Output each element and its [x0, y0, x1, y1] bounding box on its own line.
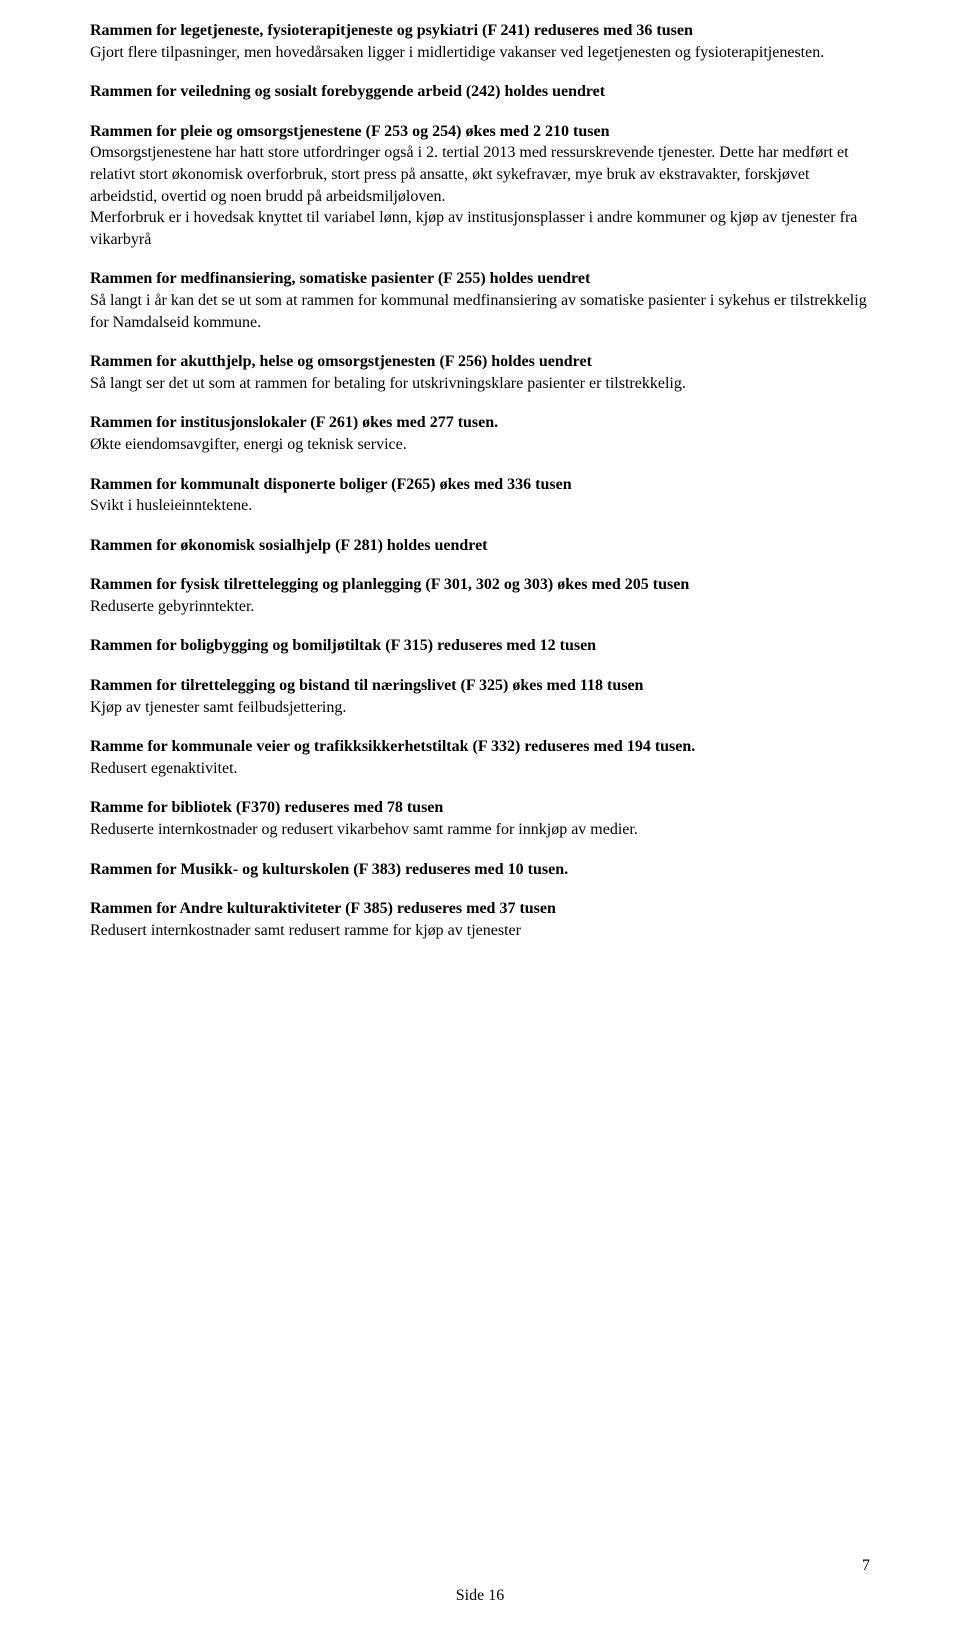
body-p6: Svikt i husleieinntektene. — [90, 497, 252, 514]
body-p1: Gjort flere tilpasninger, men hovedårsak… — [90, 44, 824, 61]
section-p5: Rammen for institusjonslokaler (F 261) ø… — [90, 412, 870, 455]
heading-p5: Rammen for institusjonslokaler (F 261) ø… — [90, 414, 498, 431]
heading-p10: Rammen for tilrettelegging og bistand ti… — [90, 677, 643, 694]
body-p10: Kjøp av tjenester samt feilbudsjettering… — [90, 699, 346, 716]
heading-p6: Rammen for kommunalt disponerte boliger … — [90, 476, 572, 493]
section-p6: Rammen for kommunalt disponerte boliger … — [90, 474, 870, 517]
body-p12: Reduserte internkostnader og redusert vi… — [90, 821, 638, 838]
body-p2b: Omsorgstjenestene har hatt store utfordr… — [90, 144, 849, 204]
heading-p8: Rammen for fysisk tilrettelegging og pla… — [90, 576, 689, 593]
heading-p2a: Rammen for veiledning og sosialt forebyg… — [90, 83, 605, 100]
heading-p11: Ramme for kommunale veier og trafikksikk… — [90, 738, 695, 755]
heading-p7: Rammen for økonomisk sosialhjelp (F 281)… — [90, 537, 488, 554]
body-p3: Så langt i år kan det se ut som at ramme… — [90, 292, 867, 331]
heading-p14: Rammen for Andre kulturaktiviteter (F 38… — [90, 900, 556, 917]
section-p9: Rammen for boligbygging og bomiljøtiltak… — [90, 635, 870, 657]
heading-p2b: Rammen for pleie og omsorgstjenestene (F… — [90, 123, 609, 140]
heading-p3: Rammen for medfinansiering, somatiske pa… — [90, 270, 590, 287]
heading-p4: Rammen for akutthjelp, helse og omsorgst… — [90, 353, 592, 370]
body-p8: Reduserte gebyrinntekter. — [90, 598, 254, 615]
section-p4: Rammen for akutthjelp, helse og omsorgst… — [90, 351, 870, 394]
heading-p12: Ramme for bibliotek (F370) reduseres med… — [90, 799, 443, 816]
section-p10: Rammen for tilrettelegging og bistand ti… — [90, 675, 870, 718]
section-p1: Rammen for legetjeneste, fysioterapitjen… — [90, 20, 870, 63]
section-p13: Rammen for Musikk- og kulturskolen (F 38… — [90, 859, 870, 881]
section-p11: Ramme for kommunale veier og trafikksikk… — [90, 736, 870, 779]
document-page: Rammen for legetjeneste, fysioterapitjen… — [0, 0, 960, 1625]
body-p5: Økte eiendomsavgifter, energi og teknisk… — [90, 436, 407, 453]
body-p2b-2: Merforbruk er i hovedsak knyttet til var… — [90, 209, 857, 248]
body-p11: Redusert egenaktivitet. — [90, 760, 238, 777]
body-p4: Så langt ser det ut som at rammen for be… — [90, 375, 686, 392]
section-p12: Ramme for bibliotek (F370) reduseres med… — [90, 797, 870, 840]
heading-p9: Rammen for boligbygging og bomiljøtiltak… — [90, 637, 596, 654]
body-p14: Redusert internkostnader samt redusert r… — [90, 922, 521, 939]
section-p2a: Rammen for veiledning og sosialt forebyg… — [90, 81, 870, 103]
page-number-center: Side 16 — [0, 1587, 960, 1605]
section-p2b: Rammen for pleie og omsorgstjenestene (F… — [90, 121, 870, 251]
section-p8: Rammen for fysisk tilrettelegging og pla… — [90, 574, 870, 617]
section-p14: Rammen for Andre kulturaktiviteter (F 38… — [90, 898, 870, 941]
section-p3: Rammen for medfinansiering, somatiske pa… — [90, 268, 870, 333]
heading-p13: Rammen for Musikk- og kulturskolen (F 38… — [90, 861, 568, 878]
page-number-right: 7 — [862, 1557, 870, 1575]
section-p7: Rammen for økonomisk sosialhjelp (F 281)… — [90, 535, 870, 557]
heading-p1: Rammen for legetjeneste, fysioterapitjen… — [90, 22, 693, 39]
